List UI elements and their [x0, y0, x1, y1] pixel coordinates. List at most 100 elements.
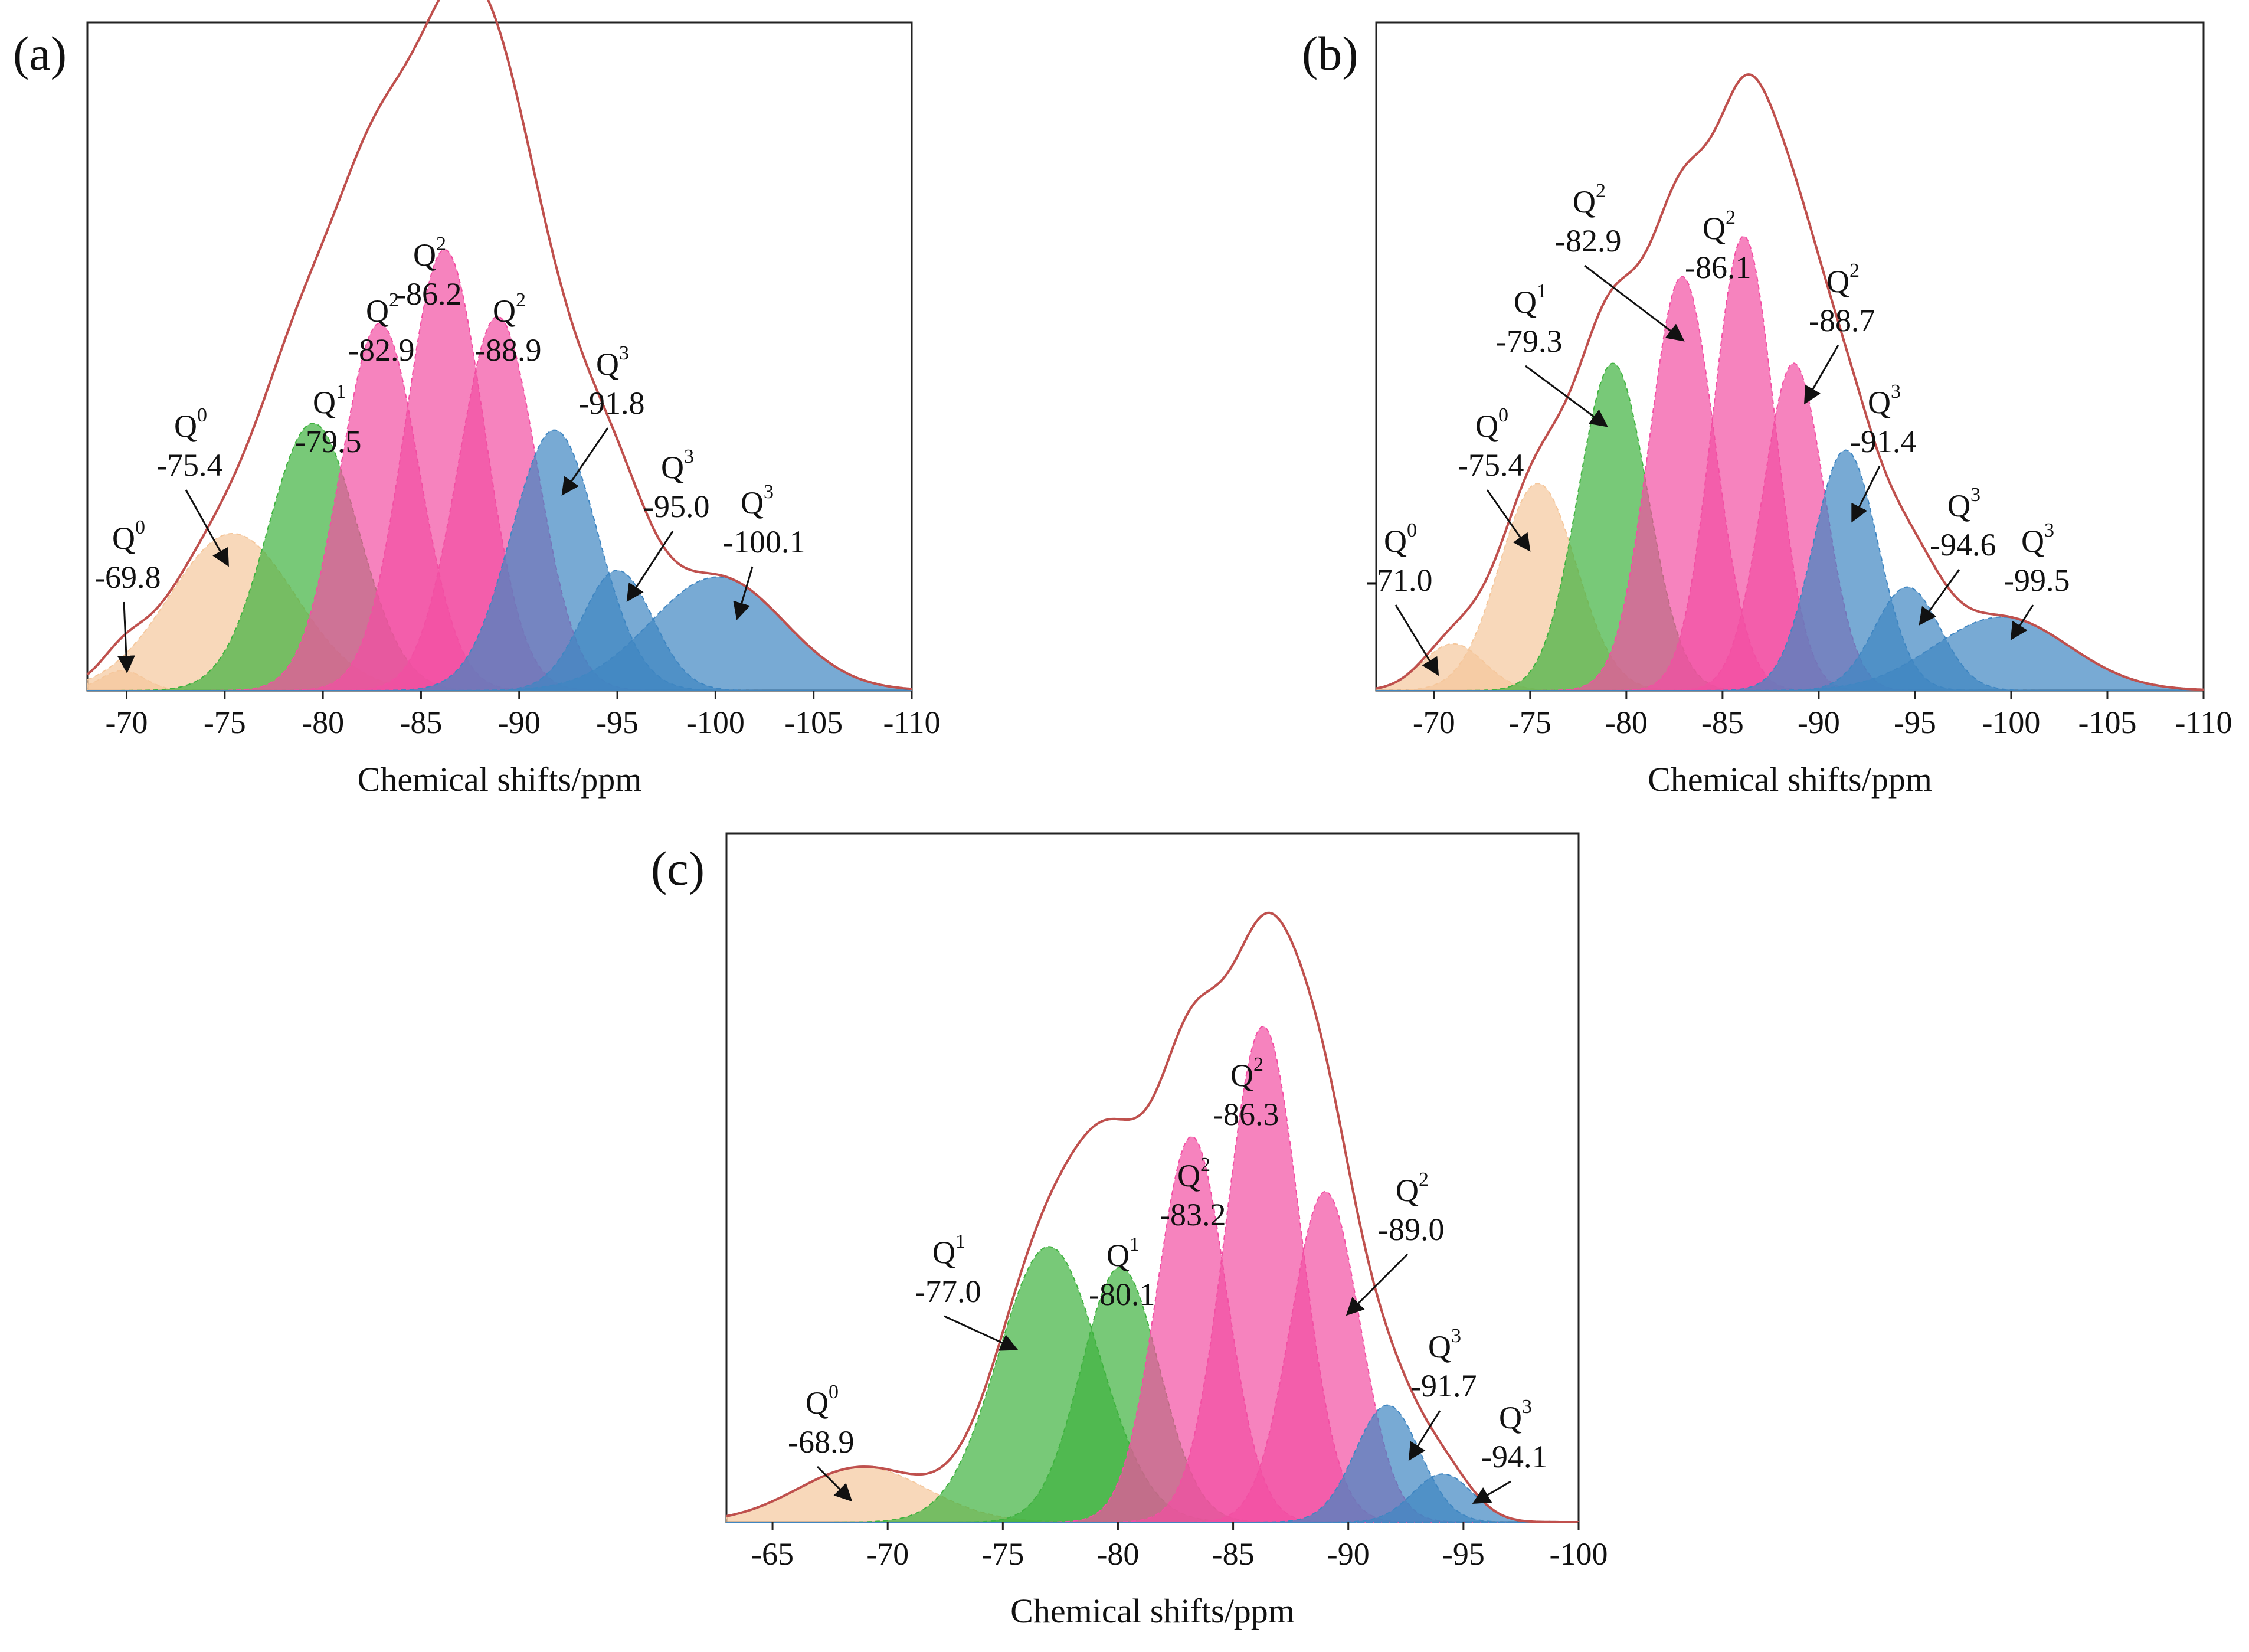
annotation-superscript: 0: [197, 404, 207, 426]
annotation-arrow: [117, 601, 135, 673]
annotation-superscript: 2: [389, 289, 399, 311]
annotation-species: Q0: [174, 404, 207, 444]
panel-label-a: (a): [13, 27, 67, 80]
annotation-superscript: 3: [619, 342, 629, 364]
annotation-value: -89.0: [1378, 1212, 1444, 1247]
x-tick-label: -90: [1798, 705, 1840, 740]
annotation-superscript: 2: [1726, 207, 1736, 228]
annotation-arrow: [1346, 1253, 1409, 1316]
chart-a: -70 -75 -80 -85 -90 -95 -100 -105 -110 Chemical s…: [86, 0, 941, 799]
annotation-superscript: 3: [1451, 1325, 1461, 1347]
annotation-species: Q1: [1107, 1234, 1140, 1273]
peak-annotation: Q1-79.3: [1496, 280, 1608, 427]
peak-annotation: Q3 -95.0: [626, 446, 709, 603]
component-peak-q3-8: [87, 576, 912, 691]
component-peak-q2-5: [1376, 362, 2204, 691]
chart-c: -65 -70 -75 -80 -85 -90 -95 -100 Chemical shifts…: [725, 832, 1608, 1630]
annotation-superscript: 0: [1407, 519, 1417, 541]
annotation-arrow: [1408, 1410, 1441, 1461]
annotation-superscript: 3: [1891, 381, 1901, 403]
annotation-superscript: 0: [135, 516, 145, 538]
annotation-superscript: 2: [1200, 1154, 1210, 1176]
x-tick-label: -110: [2175, 705, 2232, 740]
annotation-species: Q0: [1384, 519, 1417, 559]
annotation-species: Q2: [366, 289, 399, 329]
annotation-arrow: [944, 1315, 1019, 1351]
x-tick-label: -85: [400, 705, 442, 740]
x-axis-title: Chemical shifts/ppm: [358, 760, 642, 799]
annotation-value: -91.4: [1850, 424, 1916, 459]
chart-b: -70 -75 -80 -85 -90 -95 -100 -105 -110 Chemical s…: [1366, 21, 2232, 799]
x-tick-label: -75: [204, 705, 246, 740]
x-tick-label: -65: [751, 1536, 794, 1572]
x-tick-label: -80: [1096, 1536, 1139, 1572]
x-tick-label: -100: [1982, 705, 2040, 740]
annotation-value: -88.7: [1809, 303, 1875, 338]
annotation-superscript: 1: [955, 1231, 965, 1252]
experimental-envelope: [86, 0, 912, 691]
annotation-species: Q2: [1703, 207, 1736, 246]
annotation-value: -95.0: [643, 489, 709, 524]
peak-annotation: Q2-82.9: [348, 289, 414, 368]
x-axis-title: Chemical shifts/ppm: [1648, 760, 1932, 799]
annotation-arrow: [1803, 345, 1839, 405]
annotation-value: -94.1: [1481, 1439, 1547, 1474]
annotation-species: Q3: [1428, 1325, 1461, 1365]
experimental-envelope: [1376, 73, 2204, 691]
x-tick-label: -110: [883, 705, 941, 740]
peak-annotation: Q3-94.6: [1919, 484, 1996, 626]
annotation-species: Q3: [741, 481, 774, 521]
x-tick-label: -100: [1550, 1536, 1608, 1572]
x-tick-label: -100: [686, 705, 745, 740]
annotation-value: -75.4: [156, 447, 222, 483]
x-tick-label: -75: [981, 1536, 1024, 1572]
peak-annotation: Q2 -89.0: [1346, 1169, 1444, 1316]
peak-annotation: Q3 -91.4: [1850, 381, 1916, 523]
annotation-superscript: 3: [1970, 484, 1980, 506]
annotation-value: -82.9: [1555, 223, 1621, 259]
annotation-value: -99.5: [2004, 562, 2070, 598]
experimental-envelope: [726, 911, 1579, 1523]
annotation-superscript: 2: [1253, 1054, 1263, 1075]
annotation-value: -79.3: [1496, 323, 1562, 359]
annotation-species: Q2: [1177, 1154, 1210, 1193]
x-tick-label: -80: [1605, 705, 1648, 740]
peak-annotation: Q2 -83.2: [1160, 1154, 1226, 1232]
x-tick-label: -70: [866, 1536, 909, 1572]
annotation-species: Q0: [806, 1381, 839, 1421]
peak-annotation: Q3 -94.1: [1472, 1396, 1547, 1504]
annotation-species: Q3: [1868, 381, 1901, 420]
peak-annotation: Q2-82.9: [1555, 180, 1685, 342]
annotation-species: Q1: [1514, 280, 1547, 320]
annotation-value: -86.3: [1213, 1097, 1279, 1132]
annotation-species: Q2: [1396, 1169, 1429, 1208]
annotation-arrow: [185, 489, 229, 567]
peak-annotation: Q2-88.9: [475, 289, 541, 368]
annotation-superscript: 0: [829, 1381, 839, 1403]
annotation-value: -83.2: [1160, 1197, 1226, 1232]
x-tick-label: -85: [1701, 705, 1744, 740]
annotation-species: Q0: [1475, 404, 1508, 444]
x-tick-label: -105: [2078, 705, 2136, 740]
panel-label-c: (c): [651, 842, 705, 895]
annotation-superscript: 3: [1522, 1396, 1532, 1418]
annotation-value: -68.9: [788, 1424, 854, 1460]
annotation-arrow: [1919, 569, 1960, 626]
annotation-superscript: 0: [1498, 404, 1508, 426]
annotation-value: -100.1: [723, 524, 805, 560]
x-tick-label: -70: [1413, 705, 1455, 740]
x-tick-label: -95: [1894, 705, 1936, 740]
x-tick-label: -105: [784, 705, 843, 740]
annotation-superscript: 3: [2044, 519, 2054, 541]
peak-annotation: Q0-68.9: [788, 1381, 854, 1502]
annotation-value: -77.0: [915, 1274, 981, 1309]
annotation-arrow: [1486, 489, 1531, 552]
x-tick-label: -90: [1327, 1536, 1370, 1572]
annotation-species: Q1: [932, 1231, 965, 1270]
annotation-species: Q3: [596, 342, 629, 382]
annotation-superscript: 2: [1596, 180, 1606, 202]
component-peak-q3-7: [726, 1473, 1579, 1523]
annotation-superscript: 3: [684, 446, 694, 467]
annotation-arrow: [733, 566, 754, 620]
